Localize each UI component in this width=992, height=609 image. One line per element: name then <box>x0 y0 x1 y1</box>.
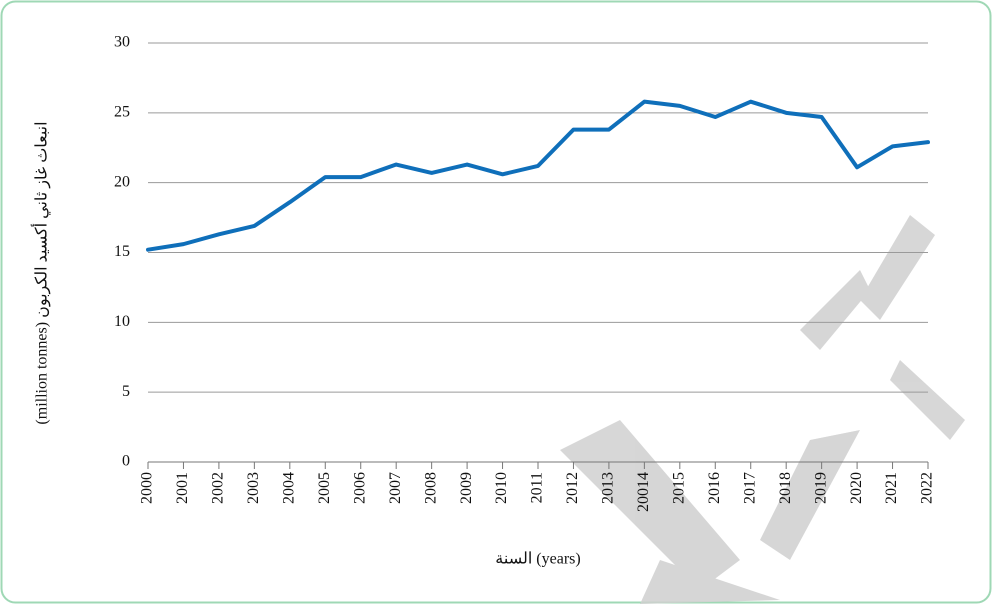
y-tick-label: 20 <box>114 173 130 190</box>
x-tick-label: 2017 <box>741 472 758 504</box>
x-tick-label: 2011 <box>529 472 546 503</box>
y-tick-label: 5 <box>122 383 130 400</box>
x-tick-label: 2015 <box>670 472 687 504</box>
x-tick-label: 2008 <box>422 472 439 504</box>
x-tick-label: 2005 <box>316 472 333 504</box>
y-tick-label: 0 <box>122 453 130 470</box>
x-tick-label: 2020 <box>848 472 865 504</box>
x-tick-label: 2004 <box>280 472 297 504</box>
x-tick-label: 2021 <box>883 472 900 504</box>
x-tick-label: 2001 <box>174 472 191 504</box>
x-tick-label: 2002 <box>210 472 227 504</box>
y-tick-label: 30 <box>114 34 130 51</box>
y-tick-label: 10 <box>114 313 130 330</box>
x-tick-label: 2019 <box>812 472 829 504</box>
x-tick-label: 2000 <box>139 472 156 504</box>
y-tick-label: 25 <box>114 104 130 121</box>
y-tick-label: 15 <box>114 243 130 260</box>
x-tick-label: 2012 <box>564 472 581 504</box>
x-tick-label: 2010 <box>493 472 510 504</box>
x-axis-title: السنة (years) <box>495 551 580 568</box>
x-tick-label: 2022 <box>919 472 936 504</box>
x-tick-label: 2006 <box>351 472 368 504</box>
x-tick-label: 2009 <box>458 472 475 504</box>
x-tick-label: 20014 <box>635 472 652 512</box>
x-tick-label: 2007 <box>387 472 404 504</box>
y-axis-title: (million tonnes) انبعاث غاز ثاني أكسيد ا… <box>31 121 51 424</box>
x-tick-label: 2016 <box>706 472 723 504</box>
x-tick-label: 2018 <box>777 472 794 504</box>
x-tick-label: 2013 <box>600 472 617 504</box>
x-tick-label: 2003 <box>245 472 262 504</box>
chart: (million tonnes) انبعاث غاز ثاني أكسيد ا… <box>0 0 992 604</box>
